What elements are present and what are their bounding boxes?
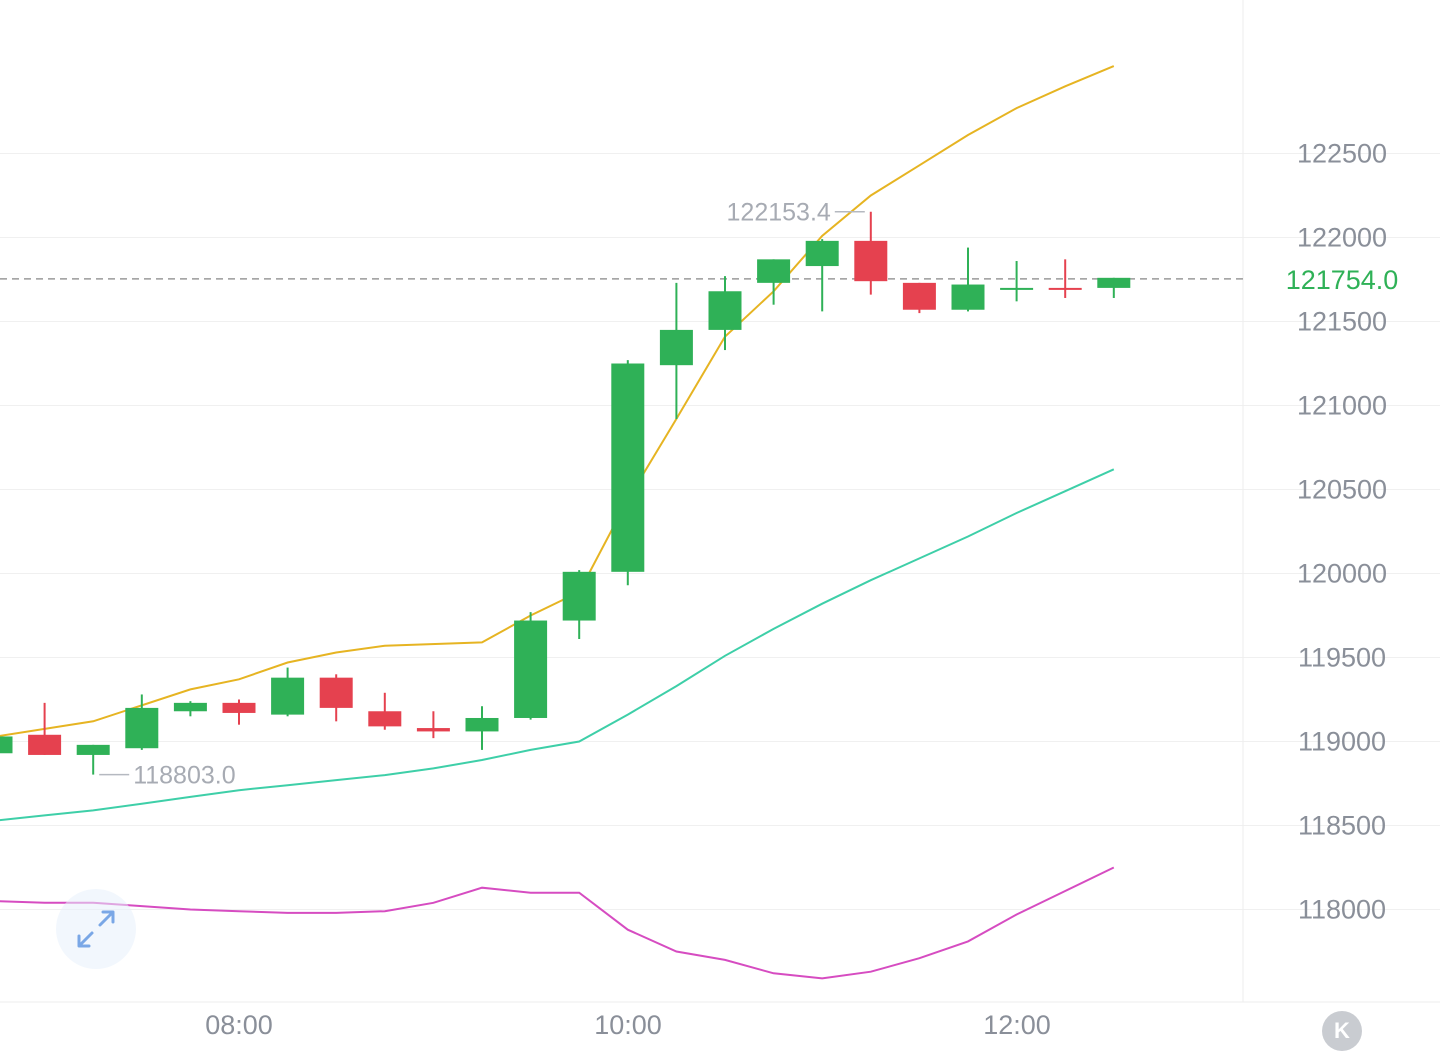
- current-price-label: 121754.0: [1286, 265, 1399, 295]
- y-tick-label: 120500: [1297, 475, 1387, 505]
- candle-body: [465, 717, 499, 732]
- candle-body: [659, 329, 693, 366]
- candle-body: [416, 728, 450, 732]
- x-tick-label: 10:00: [594, 1010, 662, 1040]
- low-marker-label: 118803.0: [133, 762, 235, 790]
- candle-body: [0, 736, 13, 754]
- expand-arrows-icon: [77, 910, 115, 948]
- candle-body: [173, 702, 207, 712]
- candle-body: [368, 711, 402, 727]
- indicator-line: [0, 65, 1115, 737]
- y-tick-label: 118000: [1298, 895, 1386, 925]
- candle-body: [611, 363, 645, 572]
- x-tick-label: 12:00: [983, 1010, 1051, 1040]
- indicator-line: [0, 866, 1115, 980]
- candle-body: [514, 620, 548, 718]
- candle-body: [1097, 277, 1131, 288]
- candle-body: [271, 677, 305, 715]
- indicator-line: [0, 468, 1115, 822]
- candle-body: [1000, 287, 1034, 290]
- candle-body: [757, 259, 791, 283]
- candle-body: [902, 282, 936, 310]
- candle-body: [319, 677, 353, 708]
- y-tick-label: 121500: [1297, 307, 1387, 337]
- candle-body: [76, 744, 110, 755]
- y-tick-label: 121000: [1297, 391, 1387, 421]
- y-tick-label: 122000: [1297, 223, 1387, 253]
- y-tick-label: 120000: [1297, 559, 1387, 589]
- candle-body: [1048, 287, 1082, 290]
- current-price-tag: [1245, 258, 1440, 299]
- candle-body: [222, 702, 256, 713]
- k-line-badge[interactable]: K: [1322, 1011, 1362, 1051]
- candle-body: [125, 707, 159, 749]
- candle-body: [854, 240, 888, 282]
- y-tick-label: 122500: [1297, 139, 1387, 169]
- y-tick-label: 119000: [1298, 727, 1386, 757]
- candle-body: [805, 240, 839, 267]
- y-tick-label: 118500: [1298, 811, 1386, 841]
- candle-body: [28, 734, 62, 755]
- candle-body: [562, 571, 596, 621]
- candle-body: [708, 291, 742, 330]
- high-marker-label: 122153.4: [727, 199, 831, 227]
- x-tick-label: 08:00: [205, 1010, 273, 1040]
- expand-chart-button[interactable]: [56, 889, 136, 969]
- y-tick-label: 119500: [1298, 643, 1386, 673]
- candle-body: [951, 284, 985, 310]
